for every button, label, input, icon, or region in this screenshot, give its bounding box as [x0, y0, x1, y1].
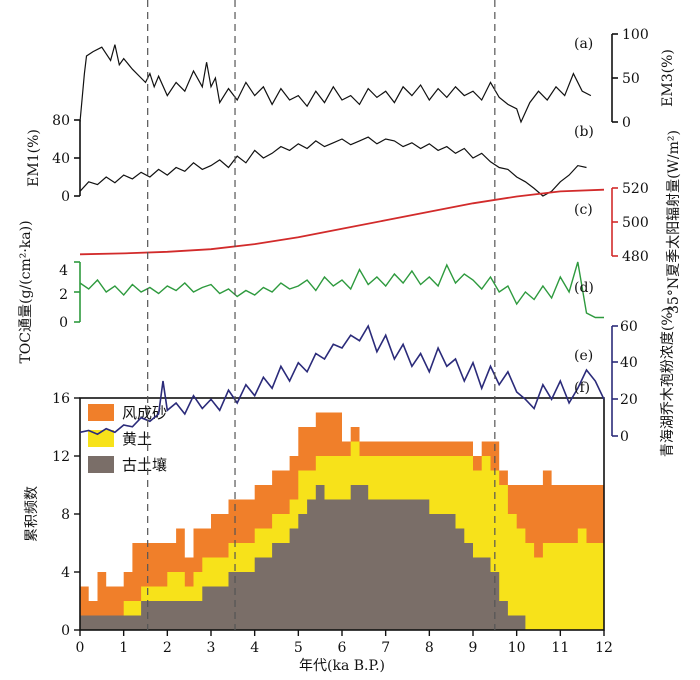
reference-lines: [147, 0, 496, 630]
axis-a-tick-0: 0: [622, 115, 631, 131]
series-em1-line: [79, 136, 587, 197]
axis-b-tick-80: 80: [52, 113, 70, 129]
panel-e-letter: (e): [574, 348, 593, 364]
axis-b-label: EM1(%): [26, 129, 42, 187]
x-tick-label: 9: [469, 640, 478, 656]
axis-c-tick-520: 520: [622, 181, 649, 197]
series-insolation-line: [79, 188, 605, 256]
axis-e-tick-0: 0: [620, 429, 629, 445]
y-tick-label: 12: [52, 449, 70, 465]
axis-b-tick-0: 0: [61, 189, 70, 205]
axis-e-tick-20: 20: [620, 392, 638, 408]
panel-f-stacked-area: [80, 412, 604, 630]
axis-e-tick-40: 40: [620, 355, 638, 371]
axis-e: 60 40 20 0 青海湖乔木孢粉浓度(%) (e): [574, 307, 676, 457]
legend-swatch-loess: [88, 430, 114, 447]
axis-d-tick-2: 2: [59, 287, 68, 303]
x-tick-label: 6: [338, 640, 347, 656]
axis-d-tick-4: 4: [59, 263, 68, 279]
panel-f-y-ticks: 0 4 8 12 16: [52, 391, 80, 639]
axis-c-label: 35°N夏季太阳辐射量(W/m²): [666, 130, 682, 314]
panel-f-ylabel: 累积频数: [24, 486, 40, 542]
legend-label-paleosol: 古土壤: [122, 456, 167, 474]
paleosol-area: [80, 485, 604, 630]
axis-e-tick-60: 60: [620, 319, 638, 335]
y-tick-label: 0: [61, 623, 70, 639]
panel-c-letter: (c): [574, 202, 593, 218]
x-tick-label: 12: [595, 640, 613, 656]
x-tick-label: 0: [76, 640, 85, 656]
axis-d-label: TOC通量(g/(cm²·ka)): [18, 220, 34, 363]
axis-c-tick-500: 500: [622, 215, 649, 231]
axis-b: 80 40 0 EM1(%) (b): [26, 113, 594, 205]
panel-f-letter: (f): [574, 380, 590, 396]
legend-swatch-eolian-sand: [88, 404, 114, 421]
axis-d-tick-0: 0: [59, 315, 68, 331]
axis-b-tick-40: 40: [52, 151, 70, 167]
panel-f-xlabel: 年代(ka B.P.): [299, 658, 385, 674]
series-em3-line: [79, 44, 592, 124]
x-tick-label: 1: [119, 640, 128, 656]
x-tick-label: 7: [381, 640, 390, 656]
x-tick-label: 3: [207, 640, 216, 656]
y-tick-label: 4: [61, 565, 70, 581]
axis-e-label: 青海湖乔木孢粉浓度(%): [660, 307, 676, 457]
panel-d-letter: (d): [574, 280, 594, 296]
series-arboreal-pollen-line: [79, 324, 605, 436]
legend: 风成砂 黄土 古土壤: [88, 404, 167, 474]
axis-d: 4 2 0 TOC通量(g/(cm²·ka)) (d): [18, 220, 594, 363]
panel-f-x-ticks: 0 1 2 3 4 5 6 7 8 9 10 11 12: [76, 630, 613, 656]
axis-a-tick-100: 100: [622, 27, 649, 43]
x-tick-label: 4: [250, 640, 259, 656]
x-tick-label: 8: [425, 640, 434, 656]
axis-a-label: EM3(%): [660, 49, 676, 107]
panel-b-letter: (b): [574, 124, 594, 140]
x-tick-label: 10: [508, 640, 526, 656]
panel-a-letter: (a): [574, 36, 593, 52]
legend-label-eolian-sand: 风成砂: [122, 404, 167, 422]
axis-c: 520 500 480 35°N夏季太阳辐射量(W/m²) (c): [574, 130, 682, 314]
axis-a: 100 50 0 EM3(%) (a): [574, 27, 676, 131]
series-toc-flux-line: [79, 261, 604, 319]
y-tick-label: 8: [61, 507, 70, 523]
x-tick-label: 11: [551, 640, 569, 656]
axis-c-tick-480: 480: [622, 249, 649, 265]
x-tick-label: 2: [163, 640, 172, 656]
y-tick-label: 16: [52, 391, 70, 407]
axis-a-tick-50: 50: [622, 71, 640, 87]
x-tick-label: 5: [294, 640, 303, 656]
legend-label-loess: 黄土: [122, 430, 152, 448]
legend-swatch-paleosol: [88, 456, 114, 473]
